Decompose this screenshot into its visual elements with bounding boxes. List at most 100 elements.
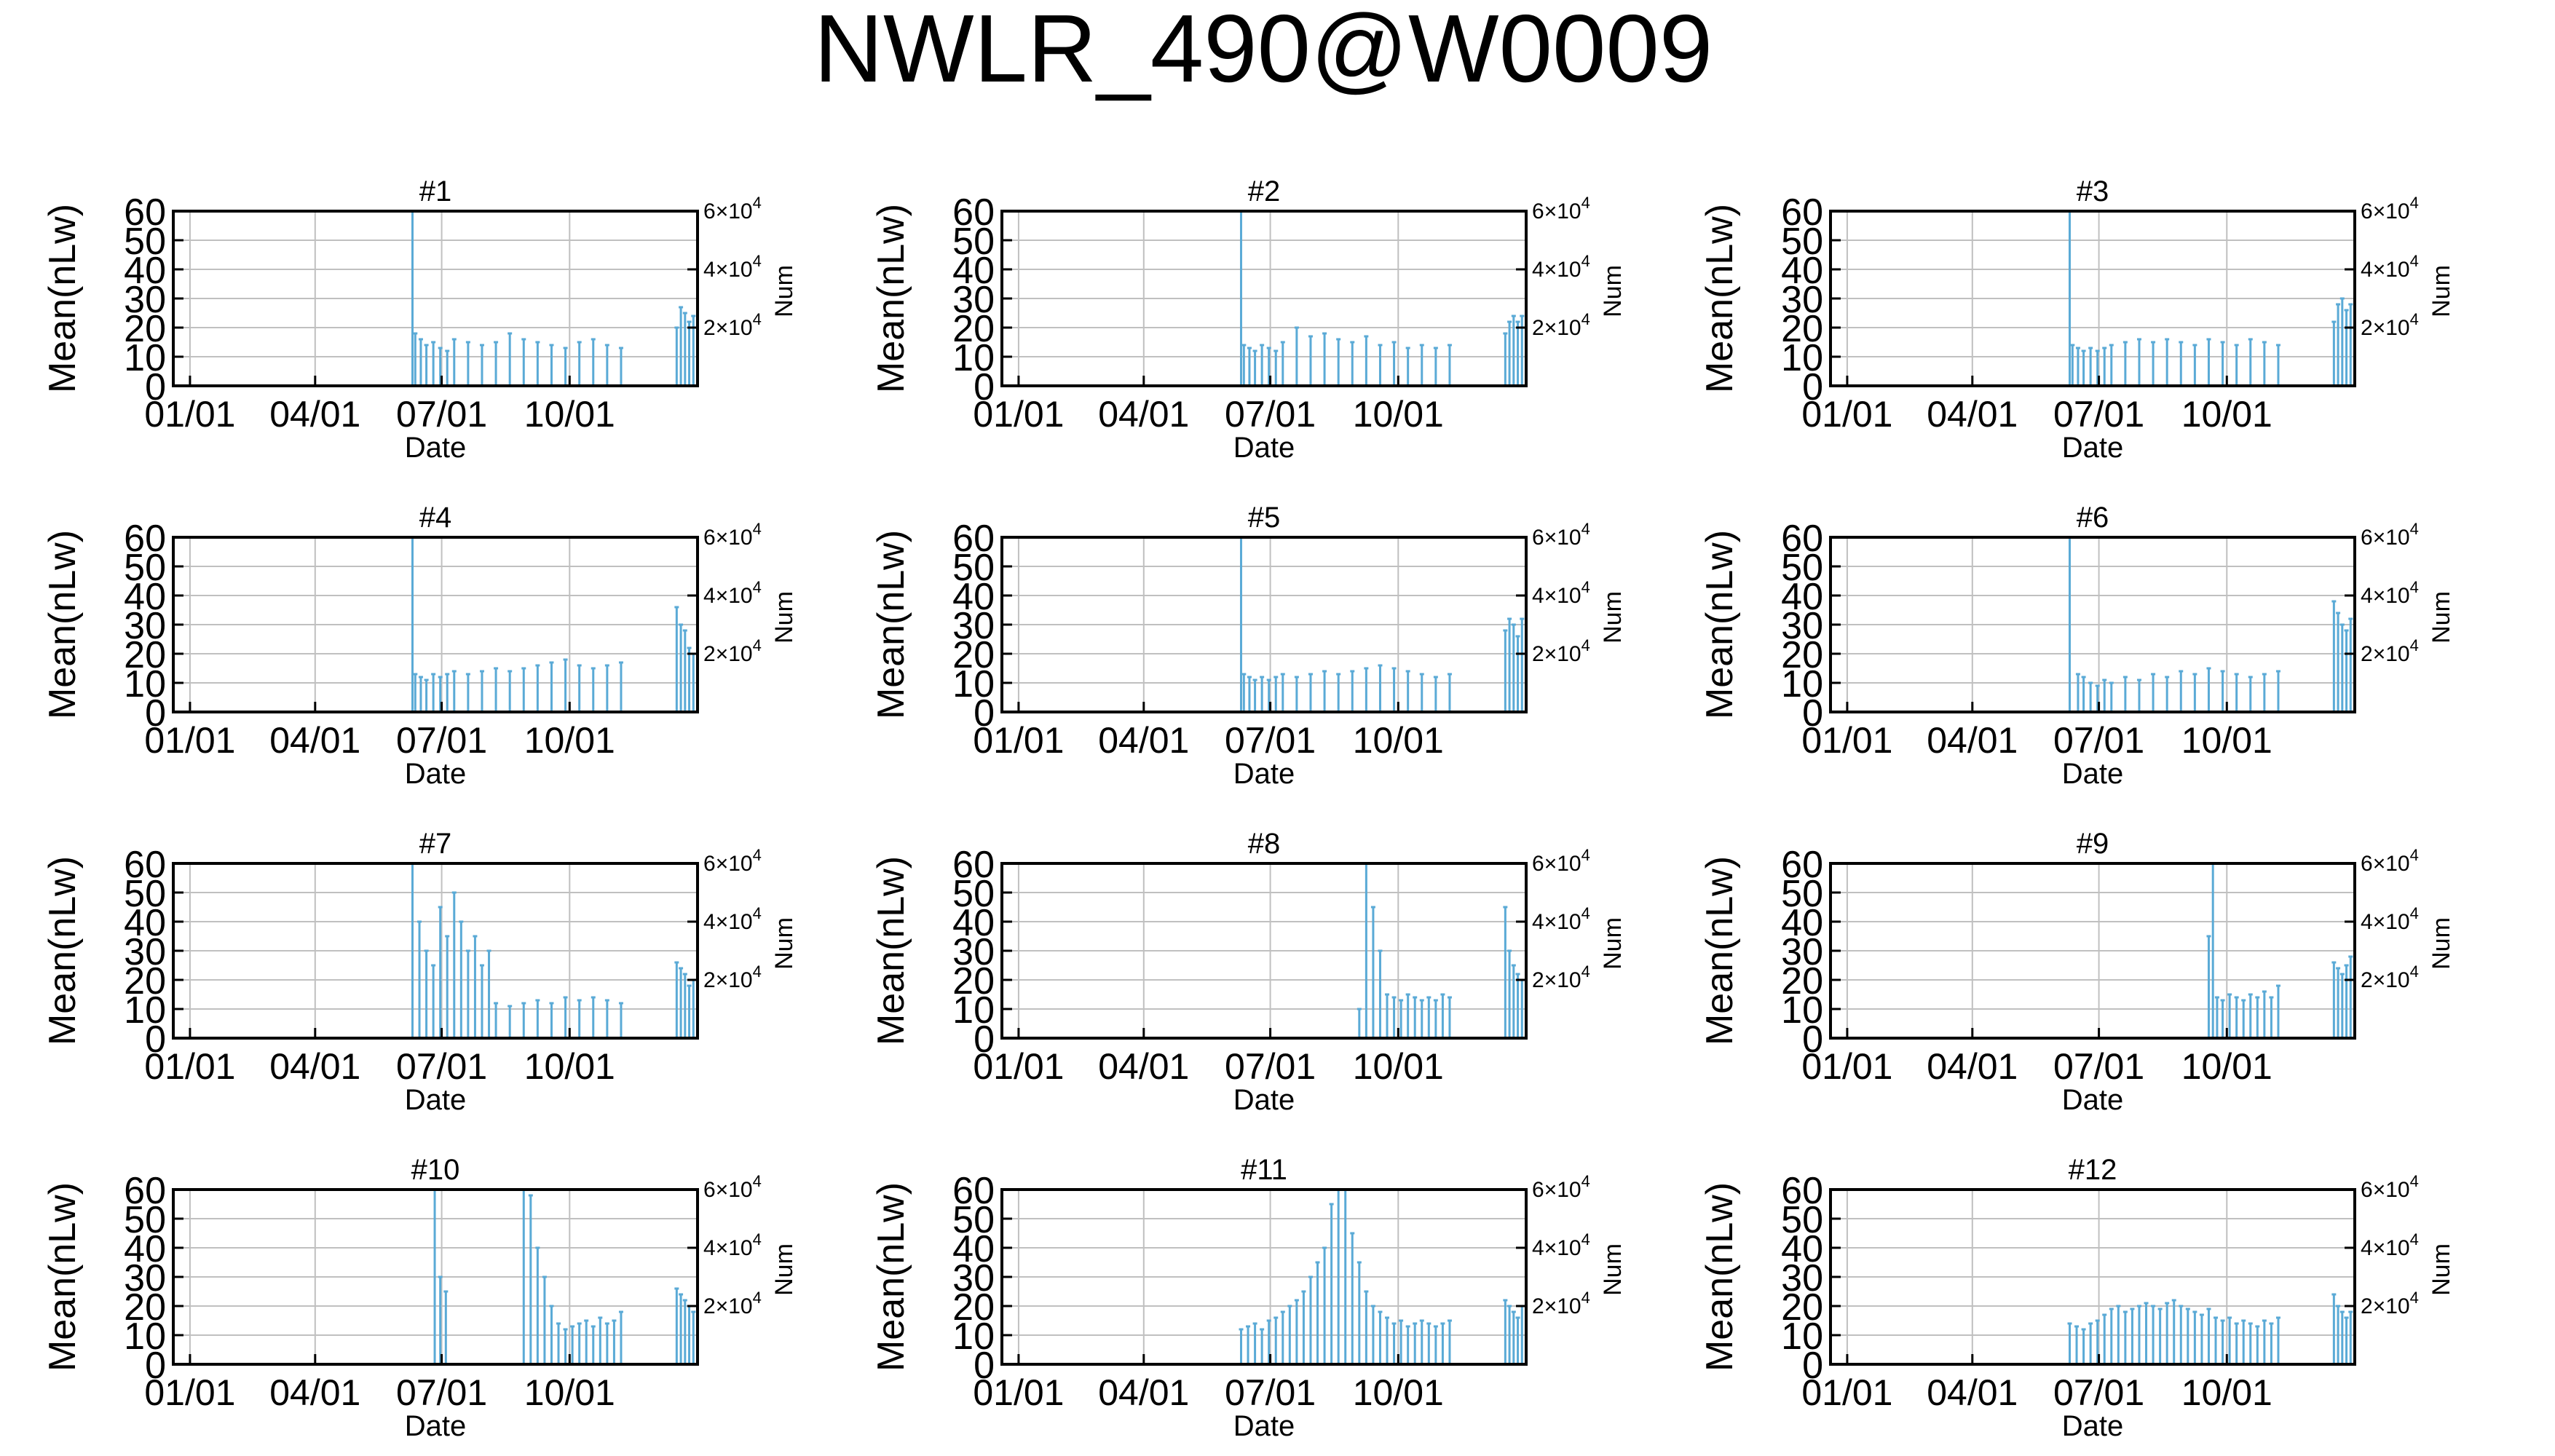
y-tick-label: 40	[124, 1228, 166, 1270]
y-tick-label: 0	[974, 366, 995, 408]
y2-tick-mantissa: 6	[703, 199, 716, 223]
y-tick-label: 60	[952, 1170, 995, 1212]
y-tick-label: 50	[124, 221, 166, 263]
y2-tick-mantissa: 4	[1532, 584, 1544, 608]
x-tick-label: 10/01	[2181, 1046, 2272, 1087]
times-sign: ×10	[1544, 968, 1581, 992]
x-tick-label: 10/01	[524, 720, 615, 761]
y-tick-label: 60	[124, 844, 166, 886]
y2-tick-mantissa: 2	[2361, 316, 2373, 340]
x-tick-label: 07/01	[396, 720, 487, 761]
times-sign: ×10	[1544, 1294, 1581, 1318]
y2-tick-exponent: 4	[753, 310, 762, 328]
times-sign: ×10	[1544, 852, 1581, 876]
y2-tick-mantissa: 4	[1532, 1236, 1544, 1260]
x-tick-label: 07/01	[1225, 720, 1316, 761]
y2-axis-label: Num	[770, 917, 798, 970]
times-sign: ×10	[2373, 199, 2410, 223]
y2-tick-label: 2×104	[2361, 962, 2419, 992]
y2-tick-label: 4×104	[703, 904, 762, 934]
y-tick-label: 0	[1802, 1345, 1823, 1387]
y2-tick-mantissa: 2	[1532, 968, 1544, 992]
x-tick-label: 10/01	[524, 394, 615, 435]
y-axis-label: Mean(nLw)	[870, 856, 912, 1045]
y-axis-label: Mean(nLw)	[42, 530, 84, 719]
y-tick-label: 20	[1781, 1286, 1823, 1329]
y-tick-label: 20	[952, 308, 995, 350]
y2-tick-mantissa: 6	[703, 852, 716, 876]
y-tick-label: 50	[124, 873, 166, 915]
y2-tick-mantissa: 6	[703, 526, 716, 550]
times-sign: ×10	[1544, 1236, 1581, 1260]
y2-tick-label: 4×104	[2361, 252, 2419, 282]
y2-tick-exponent: 4	[2410, 194, 2419, 212]
y2-axis-label: Num	[1599, 591, 1627, 644]
y2-tick-label: 6×104	[703, 520, 762, 550]
y-tick-label: 50	[952, 1199, 995, 1241]
times-sign: ×10	[1544, 526, 1581, 550]
x-tick-label: 01/01	[973, 1046, 1064, 1087]
y-axis-label: Mean(nLw)	[42, 204, 84, 393]
y2-tick-mantissa: 2	[703, 1294, 716, 1318]
x-tick-label: 04/01	[269, 1372, 360, 1413]
y2-axis-label: Num	[770, 591, 798, 644]
panel-title: #4	[419, 502, 452, 534]
times-sign: ×10	[2373, 1236, 2410, 1260]
times-sign: ×10	[716, 526, 753, 550]
y2-tick-exponent: 4	[753, 578, 762, 596]
y2-axis-label: Num	[2428, 917, 2455, 970]
y2-tick-exponent: 4	[1581, 846, 1590, 864]
times-sign: ×10	[716, 199, 753, 223]
x-tick-label: 07/01	[1225, 394, 1316, 435]
y2-tick-exponent: 4	[2410, 578, 2419, 596]
x-tick-label: 07/01	[2053, 1046, 2144, 1087]
y2-tick-exponent: 4	[1581, 520, 1590, 538]
y-tick-label: 40	[952, 250, 995, 292]
y-tick-label: 50	[1781, 1199, 1823, 1241]
panel-title: #12	[2069, 1154, 2117, 1186]
y-tick-label: 50	[952, 547, 995, 589]
x-tick-label: 01/01	[1801, 394, 1892, 435]
y2-axis-label: Num	[2428, 591, 2455, 644]
times-sign: ×10	[716, 642, 753, 666]
times-sign: ×10	[2373, 968, 2410, 992]
panel-title: #7	[419, 828, 452, 860]
y2-tick-mantissa: 4	[703, 258, 716, 282]
y2-tick-mantissa: 6	[1532, 852, 1544, 876]
y-tick-label: 50	[952, 873, 995, 915]
y-tick-label: 40	[1781, 250, 1823, 292]
x-axis-label: Date	[2062, 1084, 2124, 1116]
y2-tick-label: 2×104	[2361, 310, 2419, 340]
times-sign: ×10	[2373, 316, 2410, 340]
y2-tick-exponent: 4	[1581, 1289, 1590, 1307]
y-tick-label: 20	[952, 960, 995, 1002]
y2-tick-label: 4×104	[703, 578, 762, 608]
y2-tick-mantissa: 4	[1532, 910, 1544, 934]
x-tick-label: 04/01	[1098, 720, 1189, 761]
times-sign: ×10	[2373, 852, 2410, 876]
times-sign: ×10	[1544, 910, 1581, 934]
y2-tick-exponent: 4	[1581, 962, 1590, 981]
times-sign: ×10	[2373, 910, 2410, 934]
x-axis-label: Date	[2062, 1410, 2124, 1442]
y-tick-label: 0	[1802, 692, 1823, 735]
y-tick-label: 60	[124, 191, 166, 234]
y2-tick-label: 4×104	[2361, 904, 2419, 934]
y2-tick-mantissa: 2	[1532, 1294, 1544, 1318]
y2-axis-label: Num	[1599, 265, 1627, 317]
x-tick-label: 04/01	[269, 394, 360, 435]
y-tick-label: 10	[1781, 989, 1823, 1032]
y-tick-label: 60	[1781, 518, 1823, 560]
y-axis-label: Mean(nLw)	[42, 856, 84, 1045]
y2-axis-label: Num	[1599, 917, 1627, 970]
y-tick-label: 40	[124, 902, 166, 944]
y2-tick-label: 6×104	[1532, 1172, 1590, 1202]
y2-tick-exponent: 4	[1581, 1172, 1590, 1190]
x-axis-label: Date	[1233, 758, 1295, 790]
x-tick-label: 04/01	[269, 1046, 360, 1087]
x-tick-label: 04/01	[1927, 1046, 2018, 1087]
times-sign: ×10	[1544, 316, 1581, 340]
